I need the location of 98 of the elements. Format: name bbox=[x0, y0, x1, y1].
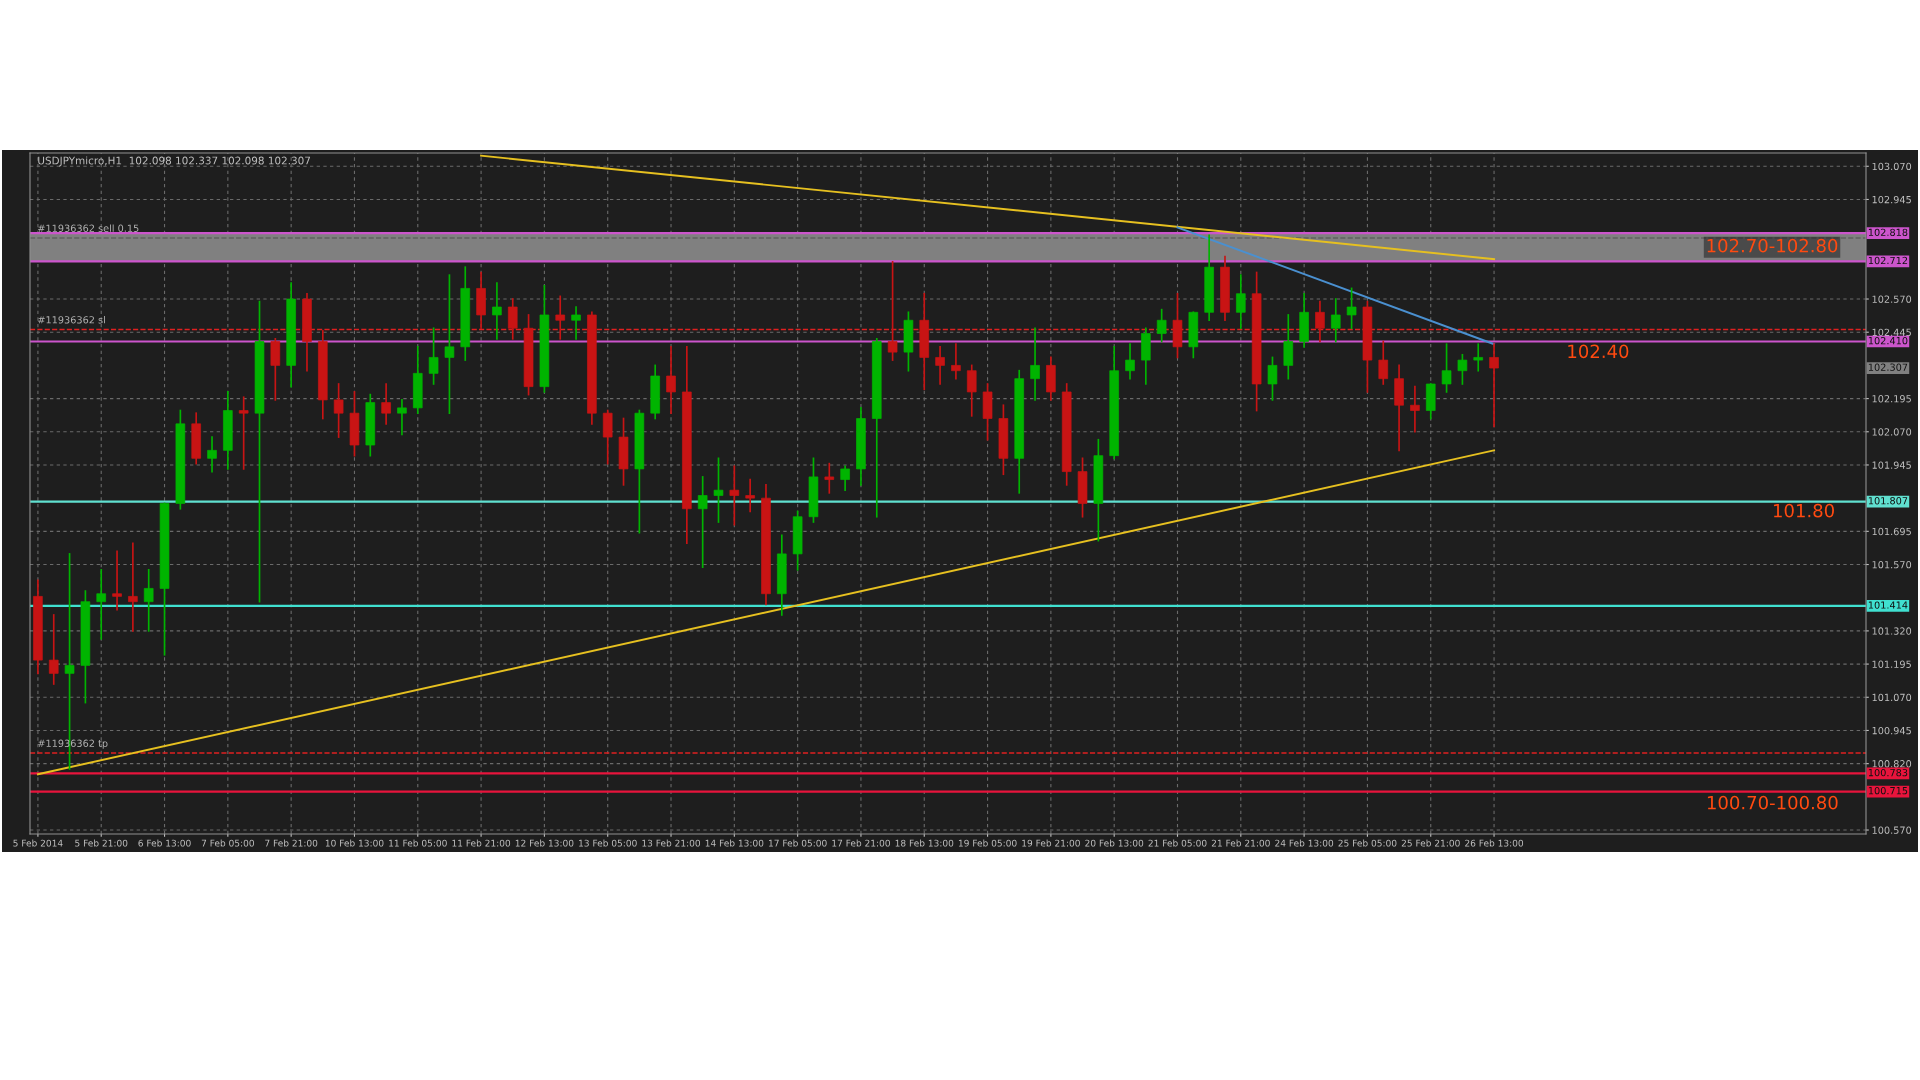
x-tick-label: 24 Feb 13:00 bbox=[1275, 839, 1334, 847]
text: 102.307 bbox=[1868, 363, 1908, 371]
y-tick-label: 101.945 bbox=[1872, 461, 1911, 469]
ref-line-label: 100.783 bbox=[1868, 768, 1908, 777]
candlestick bbox=[1489, 343, 1499, 428]
candlestick bbox=[697, 476, 708, 569]
y-tick-label: 102.070 bbox=[1872, 428, 1912, 436]
y-tick-label: 100.570 bbox=[1872, 826, 1912, 834]
candlestick bbox=[270, 338, 281, 401]
x-tick-label: 13 Feb 21:00 bbox=[642, 839, 701, 847]
candlestick bbox=[1378, 340, 1389, 385]
y-tick-label: 102.570 bbox=[1872, 295, 1912, 303]
y-tick-label: 101.070 bbox=[1872, 693, 1912, 702]
ref-line-label: 102.712 bbox=[1868, 256, 1908, 265]
candlestick bbox=[1473, 343, 1484, 372]
x-tick-label: 21 Feb 05:00 bbox=[1148, 839, 1207, 847]
y-tick-label: 101.195 bbox=[1872, 660, 1911, 668]
x-tick-label: 14 Feb 13:00 bbox=[705, 839, 764, 847]
candlestick bbox=[602, 409, 613, 465]
annotation: 101.80 bbox=[1773, 503, 1834, 518]
candlestick bbox=[1236, 274, 1246, 330]
candlestick bbox=[1125, 343, 1135, 380]
candlestick bbox=[1030, 327, 1040, 401]
candlestick bbox=[887, 261, 898, 361]
x-tick-label: 19 Feb 21:00 bbox=[1022, 839, 1080, 847]
candlestick bbox=[1156, 308, 1167, 343]
ref-line-label: #11936362 sl bbox=[38, 315, 105, 324]
candlestick bbox=[555, 295, 566, 340]
x-tick-label: 25 Feb 21:00 bbox=[1401, 839, 1460, 847]
candlestick bbox=[381, 383, 391, 425]
ref-line-label: 101.414 bbox=[1868, 601, 1908, 609]
x-tick-label: 18 Feb 13:00 bbox=[895, 839, 954, 847]
candlestick bbox=[238, 396, 249, 470]
y-tick-label: 101.320 bbox=[1872, 627, 1912, 635]
candlestick bbox=[507, 298, 518, 340]
candlestick bbox=[1315, 300, 1325, 343]
candlestick bbox=[729, 465, 740, 526]
candlestick bbox=[951, 343, 961, 380]
candlestick bbox=[96, 568, 107, 640]
candlestick bbox=[112, 550, 122, 611]
x-tick-label: 11 Feb 21:00 bbox=[452, 839, 511, 847]
y-tick-label: 103.070 bbox=[1872, 162, 1912, 171]
candlestick bbox=[840, 465, 850, 492]
candlestick bbox=[1267, 356, 1278, 401]
candlestick bbox=[1330, 298, 1341, 343]
candlestick bbox=[444, 274, 455, 415]
x-tick-label: 7 Feb 05:00 bbox=[201, 839, 254, 847]
x-tick-label: 5 Feb 2014 bbox=[13, 839, 63, 847]
y-tick-label: 101.695 bbox=[1872, 527, 1911, 536]
candlestick bbox=[935, 345, 945, 385]
ref-line-label: #11936362 sell 0.15 bbox=[38, 224, 139, 232]
annotation: 100.70-100.80 bbox=[1707, 795, 1838, 810]
y-tick-label: 100.945 bbox=[1872, 726, 1911, 735]
candlestick bbox=[1283, 314, 1294, 380]
candlestick bbox=[713, 457, 724, 523]
x-tick-label: 20 Feb 13:00 bbox=[1085, 839, 1144, 847]
x-tick-label: 19 Feb 05:00 bbox=[958, 839, 1017, 847]
candlestick bbox=[1457, 353, 1468, 385]
chart-title: USDJPYmicro,H1 102.098 102.337 102.098 102.307 bbox=[38, 156, 311, 167]
ref-line-label: 102.410 bbox=[1868, 336, 1908, 345]
candlestick bbox=[1410, 385, 1420, 433]
y-tick-label: 100.820 bbox=[1872, 760, 1912, 768]
candlestick bbox=[333, 383, 344, 438]
candlestick bbox=[666, 345, 676, 415]
x-tick-label: 21 Feb 21:00 bbox=[1211, 839, 1270, 847]
x-tick-label: 6 Feb 13:00 bbox=[138, 839, 191, 847]
candlestick bbox=[128, 542, 138, 632]
candlestick bbox=[207, 436, 217, 473]
x-tick-label: 17 Feb 05:00 bbox=[769, 839, 827, 847]
y-tick-label: 102.445 bbox=[1872, 328, 1911, 337]
candlestick bbox=[492, 282, 502, 340]
x-tick-label: 12 Feb 13:00 bbox=[515, 839, 574, 847]
ref-line-label: 101.807 bbox=[1868, 497, 1908, 505]
y-tick-label: 102.945 bbox=[1872, 195, 1911, 204]
candlestick bbox=[824, 462, 835, 494]
annotation: 102.40 bbox=[1568, 344, 1629, 359]
candlestick bbox=[1346, 287, 1357, 330]
candlestick bbox=[397, 399, 407, 436]
y-tick-label: 101.570 bbox=[1872, 561, 1912, 569]
x-tick-label: 7 Feb 21:00 bbox=[265, 839, 318, 847]
ref-line-label: 100.715 bbox=[1868, 786, 1908, 795]
candlestick bbox=[571, 306, 581, 340]
x-tick-label: 10 Feb 13:00 bbox=[325, 839, 384, 847]
x-tick-label: 17 Feb 21:00 bbox=[832, 839, 890, 847]
y-tick-label: 102.195 bbox=[1872, 395, 1911, 403]
band-label: 102.70-102.80 bbox=[1707, 238, 1838, 253]
candlestick bbox=[428, 327, 439, 385]
x-tick-label: 5 Feb 21:00 bbox=[75, 839, 128, 847]
x-tick-label: 25 Feb 05:00 bbox=[1338, 839, 1397, 847]
x-tick-label: 13 Feb 05:00 bbox=[579, 839, 637, 847]
x-tick-label: 11 Feb 05:00 bbox=[389, 839, 447, 847]
candlestick bbox=[1441, 343, 1452, 393]
candlestick bbox=[966, 364, 977, 417]
candlestick bbox=[48, 614, 59, 685]
candlestick bbox=[143, 568, 154, 632]
ref-line-label: 102.818 bbox=[1868, 228, 1908, 236]
x-tick-label: 26 Feb 13:00 bbox=[1465, 839, 1524, 847]
candlestick bbox=[745, 478, 755, 513]
